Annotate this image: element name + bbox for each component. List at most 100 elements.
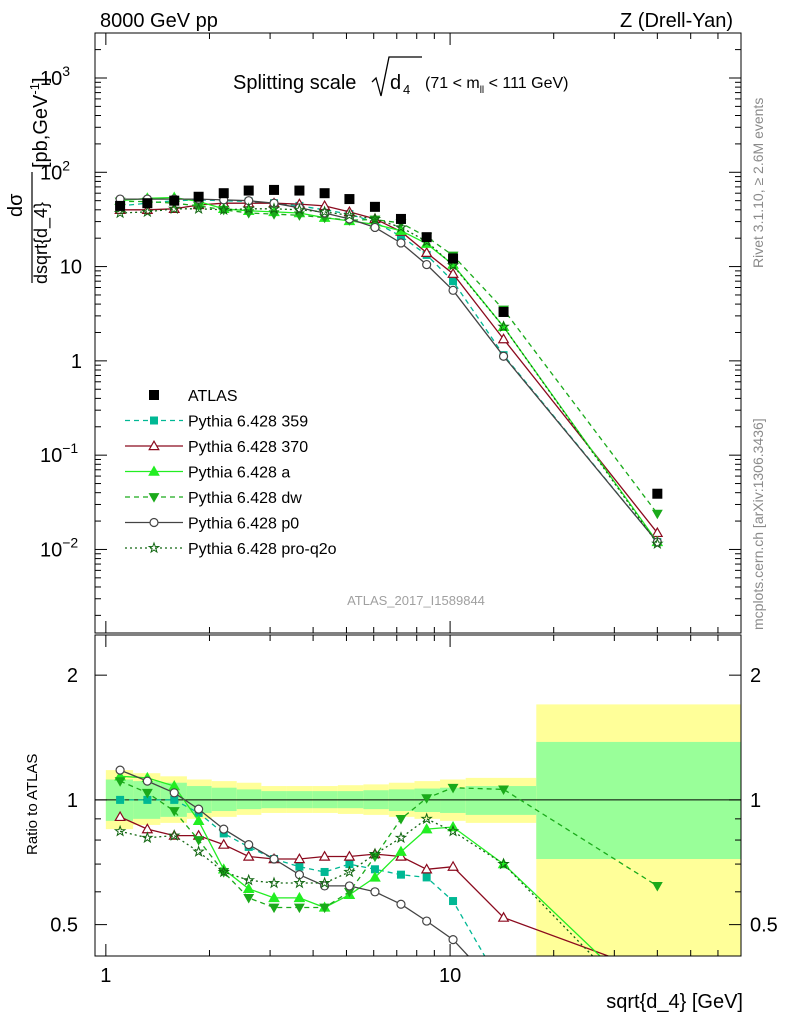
ratio-line-5: [119, 818, 594, 956]
ratio-point-5: [497, 857, 510, 870]
atlas-data-point: [269, 184, 280, 195]
legend-label-2: Pythia 6.428 a: [188, 465, 290, 482]
ratio-series: [113, 765, 663, 998]
legend-marker-0: [150, 416, 158, 425]
legend-marker-1: [148, 439, 160, 451]
ratio-point-3: [447, 783, 459, 794]
ratio-point-1: [395, 850, 407, 861]
y-tick-label: 103: [40, 63, 70, 90]
series-point-5: [318, 205, 331, 218]
ratio-point-5: [141, 831, 154, 844]
series-point-5: [242, 202, 255, 215]
ratio-point-0: [116, 795, 125, 804]
ratio-point-2: [192, 814, 205, 826]
series-line-5: [120, 208, 658, 545]
main-panel: Splitting scale d 4 (71 < mll < 111 GeV)…: [5, 32, 742, 634]
ratio-point-5: [318, 876, 331, 889]
ratio-point-3: [395, 814, 407, 825]
ratio-point-4: [269, 854, 279, 864]
ratio-point-4: [448, 935, 458, 945]
main-panel-frame: [94, 32, 742, 634]
ratio-point-4: [370, 887, 380, 897]
ratio-point-3: [141, 788, 153, 799]
ratio-point-3: [293, 903, 305, 914]
series-point-0: [396, 232, 405, 241]
ratio-point-0: [500, 985, 508, 993]
ratio-point-0: [370, 865, 379, 874]
atlas-data-point: [115, 200, 126, 211]
series-point-5: [651, 537, 664, 550]
plot-title: Splitting scale d 4 (71 < mll < 111 GeV): [233, 56, 568, 97]
atlas-data-point: [652, 488, 663, 499]
series-point-5: [446, 258, 460, 271]
series-point-5: [368, 212, 382, 225]
atlas-data-point: [395, 213, 406, 224]
ratio-point-1: [217, 838, 230, 849]
ratio-y-tick-label-left: 0.5: [50, 915, 78, 937]
y-label-denominator: dsqrt{d_4}: [31, 202, 52, 284]
y-tick-label-exponent: 3: [62, 63, 70, 79]
uncertainty-band-green: [536, 741, 741, 860]
ratio-y-tick-label-right: 1: [750, 790, 761, 812]
ratio-point-4: [396, 899, 406, 909]
ratio-point-5: [217, 865, 230, 878]
ratio-line-3: [119, 780, 658, 909]
ratio-point-0: [320, 867, 329, 876]
ratio-line-4: [119, 769, 470, 956]
ratio-point-4: [500, 990, 508, 998]
x-tick-label: 10: [439, 965, 461, 987]
ratio-point-1: [447, 860, 459, 871]
ratio-point-1: [293, 852, 306, 864]
ratio-point-2: [395, 845, 407, 856]
ratio-point-4: [422, 916, 432, 926]
series-point-4: [448, 285, 458, 295]
ratio-point-1: [497, 911, 510, 922]
uncertainty-bands: [105, 704, 741, 956]
plot-title-subscript: 4: [403, 82, 410, 97]
ratio-point-5: [293, 876, 306, 889]
series-point-0: [449, 277, 458, 286]
ratio-point-2: [420, 823, 433, 834]
sqrt-sign: [371, 56, 422, 97]
ratio-point-2: [242, 882, 255, 894]
legend-label-3: Pythia 6.428 dw: [188, 490, 302, 507]
y-tick-label: 102: [40, 157, 70, 184]
y-tick-label-exponent: 2: [62, 157, 70, 173]
ratio-point-3: [193, 836, 205, 846]
ratio-point-0: [295, 862, 304, 871]
ratio-line-1: [119, 816, 611, 956]
ratio-panel: 0.5 0.5 1 1 2 2 1 10 Ratio to ATLAS sqrt{d_4} […: [24, 634, 778, 1013]
ratio-point-5: [168, 829, 181, 841]
atlas-data-point: [448, 253, 459, 264]
ratio-point-1: [318, 850, 331, 861]
series-point-5: [497, 320, 510, 333]
atlas-data-point: [142, 198, 153, 209]
header-energy-label: 8000 GeV pp: [100, 10, 218, 32]
top-axis-ticks: [95, 32, 742, 633]
y-unit-post: ]: [30, 77, 52, 83]
ratio-point-1: [343, 850, 356, 861]
ratio-y-label: Ratio to ATLAS: [24, 754, 41, 855]
legend-label-atlas: ATLAS: [188, 388, 238, 405]
legend-label-4: Pythia 6.428 p0: [188, 516, 299, 533]
y-tick-label: 10: [60, 257, 82, 279]
ratio-point-4: [194, 804, 204, 814]
analysis-label: ATLAS_2017_I1589844: [347, 593, 485, 608]
plot-title-text: Splitting scale: [233, 72, 356, 94]
series-line-3: [120, 200, 658, 514]
ratio-point-0: [345, 860, 354, 869]
atlas-data-point: [344, 194, 355, 205]
atlas-data-point: [369, 201, 380, 212]
rivet-version-label: Rivet 3.1.10, ≥ 2.6M events: [750, 98, 766, 268]
ratio-point-3: [114, 777, 126, 787]
atlas-data-point: [243, 185, 254, 196]
atlas-data-point: [421, 232, 432, 243]
atlas-data-point: [193, 191, 204, 202]
ratio-point-0: [449, 897, 458, 906]
ratio-point-3: [243, 894, 255, 904]
ratio-point-4: [169, 788, 179, 798]
series-point-5: [267, 202, 281, 215]
atlas-data-point: [218, 188, 229, 199]
header-process-label: Z (Drell-Yan): [620, 10, 733, 32]
series-line-4: [120, 198, 658, 543]
